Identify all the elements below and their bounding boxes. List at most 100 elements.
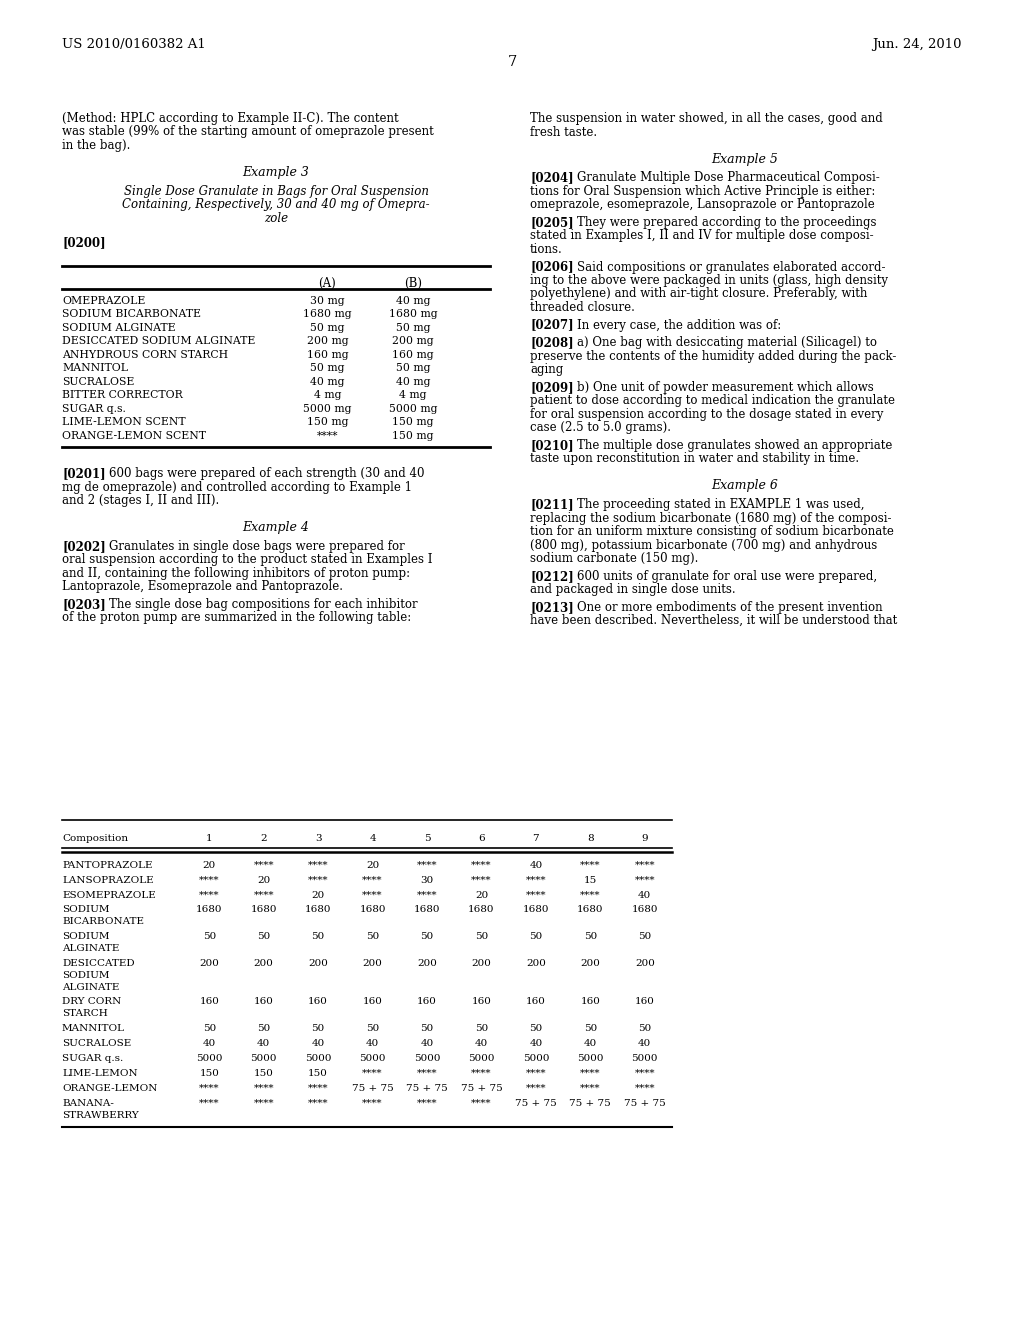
Text: ****: **** [417,1069,437,1078]
Text: and 2 (stages I, II and III).: and 2 (stages I, II and III). [62,494,219,507]
Text: Single Dose Granulate in Bags for Oral Suspension: Single Dose Granulate in Bags for Oral S… [124,185,428,198]
Text: 150: 150 [254,1069,273,1078]
Text: 5000: 5000 [305,1053,332,1063]
Text: [0207]: [0207] [530,318,573,331]
Text: 160: 160 [581,998,600,1006]
Text: ****: **** [471,1098,492,1107]
Text: ****: **** [199,875,219,884]
Text: 50: 50 [584,1024,597,1034]
Text: 50 mg: 50 mg [395,322,430,333]
Text: 75 + 75: 75 + 75 [351,1084,393,1093]
Text: 4: 4 [370,834,376,843]
Text: ****: **** [635,875,655,884]
Text: [0201]: [0201] [62,467,105,480]
Text: 40: 40 [638,1039,651,1048]
Text: 50 mg: 50 mg [395,363,430,374]
Text: ****: **** [471,861,492,870]
Text: 40: 40 [421,1039,433,1048]
Text: 40: 40 [584,1039,597,1048]
Text: 160: 160 [526,998,546,1006]
Text: 5000: 5000 [196,1053,222,1063]
Text: tions.: tions. [530,243,563,256]
Text: 600 bags were prepared of each strength (30 and 40: 600 bags were prepared of each strength … [109,467,425,480]
Text: ****: **** [308,1084,329,1093]
Text: ****: **** [417,1098,437,1107]
Text: 1680: 1680 [632,906,658,915]
Text: 2: 2 [260,834,267,843]
Text: 50: 50 [366,1024,379,1034]
Text: ****: **** [471,875,492,884]
Text: ****: **** [525,1084,546,1093]
Text: 5000 mg: 5000 mg [389,404,437,413]
Text: DRY CORN: DRY CORN [62,998,121,1006]
Text: 160: 160 [635,998,654,1006]
Text: The suspension in water showed, in all the cases, good and: The suspension in water showed, in all t… [530,112,883,125]
Text: 5000: 5000 [251,1053,276,1063]
Text: Granulates in single dose bags were prepared for: Granulates in single dose bags were prep… [109,540,404,553]
Text: 200: 200 [362,958,383,968]
Text: 40: 40 [311,1039,325,1048]
Text: 4 mg: 4 mg [313,391,341,400]
Text: preserve the contents of the humidity added during the pack-: preserve the contents of the humidity ad… [530,350,896,363]
Text: Example 3: Example 3 [243,166,309,180]
Text: 5000: 5000 [522,1053,549,1063]
Text: 50: 50 [257,932,270,941]
Text: 30 mg: 30 mg [310,296,345,306]
Text: ****: **** [635,1084,655,1093]
Text: ****: **** [253,891,273,899]
Text: 160: 160 [362,998,383,1006]
Text: ****: **** [199,1098,219,1107]
Text: 1680 mg: 1680 mg [303,309,351,319]
Text: 160: 160 [417,998,437,1006]
Text: 20: 20 [475,891,488,899]
Text: ****: **** [362,1069,383,1078]
Text: 50: 50 [366,932,379,941]
Text: a) One bag with desiccating material (Silicagel) to: a) One bag with desiccating material (Si… [577,337,877,348]
Text: 40: 40 [529,861,543,870]
Text: [0211]: [0211] [530,498,573,511]
Text: LANSOPRAZOLE: LANSOPRAZOLE [62,875,154,884]
Text: 5000: 5000 [578,1053,603,1063]
Text: [0203]: [0203] [62,598,105,611]
Text: Said compositions or granulates elaborated accord-: Said compositions or granulates elaborat… [577,260,886,273]
Text: 1680: 1680 [414,906,440,915]
Text: The proceeding stated in EXAMPLE 1 was used,: The proceeding stated in EXAMPLE 1 was u… [577,498,864,511]
Text: 200 mg: 200 mg [306,337,348,346]
Text: ****: **** [253,861,273,870]
Text: 20: 20 [257,875,270,884]
Text: Granulate Multiple Dose Pharmaceutical Composi-: Granulate Multiple Dose Pharmaceutical C… [577,172,880,185]
Text: 50: 50 [203,932,216,941]
Text: LIME-LEMON: LIME-LEMON [62,1069,137,1078]
Text: BICARBONATE: BICARBONATE [62,917,144,927]
Text: [0212]: [0212] [530,570,573,582]
Text: ****: **** [580,861,601,870]
Text: Composition: Composition [62,834,128,843]
Text: 5000 mg: 5000 mg [303,404,351,413]
Text: 200: 200 [200,958,219,968]
Text: 40: 40 [203,1039,216,1048]
Text: SODIUM: SODIUM [62,970,110,979]
Text: SUCRALOSE: SUCRALOSE [62,1039,131,1048]
Text: 50: 50 [475,1024,488,1034]
Text: ****: **** [580,1069,601,1078]
Text: 50: 50 [638,1024,651,1034]
Text: STARCH: STARCH [62,1010,108,1018]
Text: 7: 7 [532,834,540,843]
Text: STRAWBERRY: STRAWBERRY [62,1110,138,1119]
Text: (800 mg), potassium bicarbonate (700 mg) and anhydrous: (800 mg), potassium bicarbonate (700 mg)… [530,539,878,552]
Text: 5000: 5000 [632,1053,658,1063]
Text: (A): (A) [318,277,336,289]
Text: have been described. Nevertheless, it will be understood that: have been described. Nevertheless, it wi… [530,614,897,627]
Text: ing to the above were packaged in units (glass, high density: ing to the above were packaged in units … [530,275,888,286]
Text: 1: 1 [206,834,213,843]
Text: for oral suspension according to the dosage stated in every: for oral suspension according to the dos… [530,408,884,421]
Text: 160: 160 [471,998,492,1006]
Text: 1680: 1680 [468,906,495,915]
Text: [0202]: [0202] [62,540,105,553]
Text: ORANGE-LEMON: ORANGE-LEMON [62,1084,158,1093]
Text: ANHYDROUS CORN STARCH: ANHYDROUS CORN STARCH [62,350,228,359]
Text: ****: **** [525,891,546,899]
Text: [0208]: [0208] [530,337,573,348]
Text: SUGAR q.s.: SUGAR q.s. [62,1053,123,1063]
Text: and packaged in single dose units.: and packaged in single dose units. [530,583,735,597]
